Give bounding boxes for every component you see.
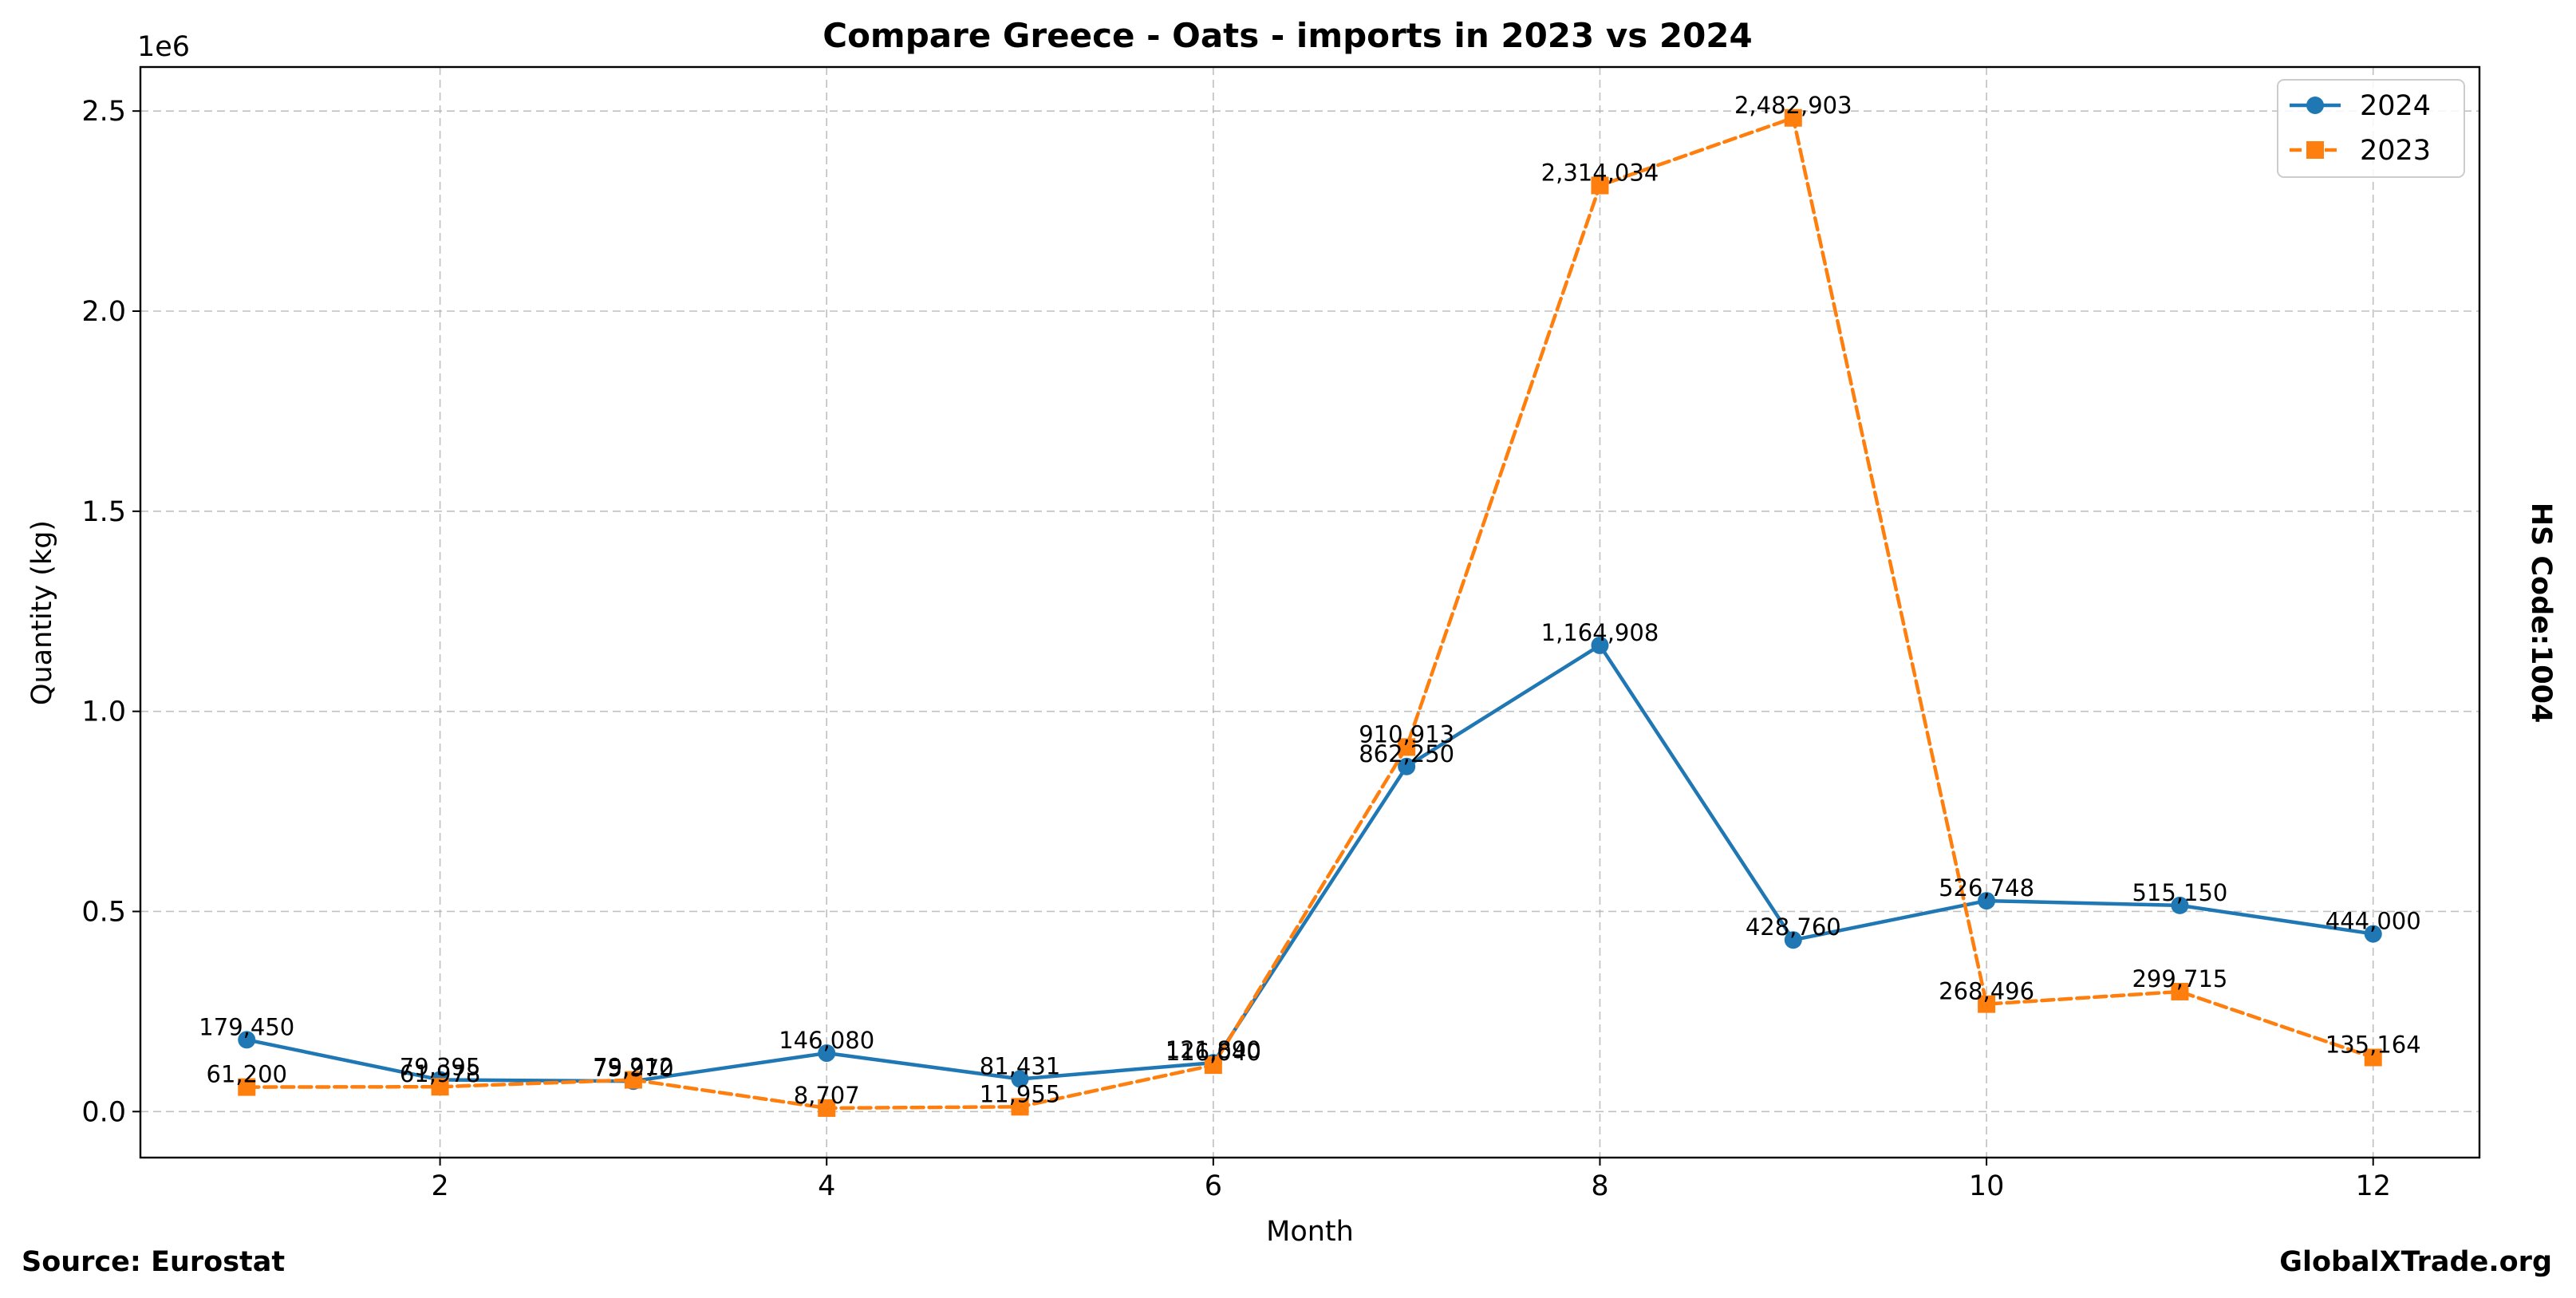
- data-point-2023: [1011, 1098, 1029, 1116]
- data-point-2023: [238, 1078, 256, 1096]
- x-tick-label: 10: [1969, 1170, 2005, 1202]
- data-point-2023: [431, 1078, 449, 1096]
- data-label-2024: 444,000: [2326, 908, 2421, 935]
- data-labels: 179,450 79,395 75,970 146,080 81,431 121,890 8…: [199, 92, 2420, 1109]
- legend: 2024 2023: [2277, 79, 2465, 178]
- data-label-2024: 146,080: [779, 1027, 874, 1054]
- y-tick-label: 2.0: [81, 296, 126, 328]
- y-tick-label: 1.0: [81, 696, 126, 728]
- series-line-2023: [245, 116, 2375, 1111]
- x-tick-label: 4: [818, 1170, 835, 1202]
- data-label-2024: 515,150: [2132, 879, 2227, 906]
- data-label-2023: 116,040: [1166, 1039, 1261, 1066]
- data-label-2024: 428,760: [1746, 913, 1841, 941]
- hs-code-label: HS Code:1004: [2525, 503, 2557, 724]
- data-label-2023: 2,314,034: [1541, 159, 1659, 186]
- data-point-2024: [1591, 636, 1609, 654]
- x-axis-label: Month: [1266, 1216, 1354, 1248]
- data-point-2023: [1784, 108, 1802, 127]
- data-point-2024: [2364, 925, 2382, 943]
- axes: 2 4 6 8 10 12 0.0 0.5 1.0 1.5 2.0 2.5: [81, 96, 2391, 1202]
- legend-label-2024: 2024: [2360, 90, 2431, 122]
- x-tick-label: 2: [431, 1170, 448, 1202]
- data-point-2023: [1398, 738, 1416, 756]
- data-point-2024: [2171, 896, 2189, 914]
- legend-item-2024: 2024: [2290, 90, 2431, 122]
- x-tick-label: 6: [1205, 1170, 1222, 1202]
- data-point-2023: [624, 1071, 642, 1089]
- data-point-2023: [2364, 1048, 2382, 1067]
- data-point-2023: [1591, 176, 1609, 195]
- chart-title: Compare Greece - Oats - imports in 2023 …: [823, 16, 1753, 55]
- data-point-2024: [1398, 757, 1416, 775]
- legend-marker-2024: [2306, 97, 2324, 114]
- data-label-2023: 910,913: [1359, 720, 1454, 748]
- data-label-2023: 61,978: [400, 1060, 480, 1087]
- data-label-2023: 79,212: [593, 1054, 673, 1081]
- data-point-2023: [1978, 995, 1996, 1013]
- data-label-2024: 75,970: [593, 1055, 673, 1082]
- data-label-2023: 268,496: [1939, 978, 2034, 1005]
- data-label-2023: 61,200: [207, 1061, 287, 1088]
- data-label-2024: 79,395: [400, 1053, 480, 1080]
- data-label-2023: 2,482,903: [1734, 92, 1852, 119]
- series-2024: [238, 636, 2382, 1091]
- data-point-2024: [818, 1044, 836, 1063]
- source-label: Source: Eurostat: [22, 1246, 285, 1278]
- data-label-2023: 299,715: [2132, 965, 2227, 992]
- legend-item-2023: 2023: [2290, 135, 2431, 167]
- y-tick-label: 0.0: [81, 1096, 126, 1128]
- legend-label-2023: 2023: [2360, 135, 2431, 167]
- data-label-2023: 11,955: [980, 1080, 1060, 1107]
- data-label-2024: 179,450: [199, 1013, 294, 1040]
- x-tick-label: 8: [1591, 1170, 1608, 1202]
- data-label-2024: 526,748: [1939, 874, 2034, 901]
- y-tick-label: 2.5: [81, 96, 126, 128]
- y-axis-label: Quantity (kg): [26, 520, 58, 705]
- x-tick-label: 12: [2355, 1170, 2391, 1202]
- data-label-2023: 8,707: [794, 1082, 860, 1109]
- data-label-2024: 121,890: [1166, 1036, 1261, 1063]
- data-point-2023: [818, 1099, 836, 1117]
- data-label-2023: 135,164: [2326, 1032, 2421, 1059]
- data-point-2023: [1204, 1056, 1222, 1075]
- series-2023: [238, 108, 2382, 1117]
- data-label-2024: 81,431: [980, 1052, 1060, 1079]
- data-point-2024: [1978, 892, 1996, 910]
- series-layer: [238, 108, 2382, 1117]
- plot-area: [139, 65, 2481, 1159]
- data-label-2024: 862,250: [1359, 740, 1454, 767]
- data-point-2023: [2171, 982, 2189, 1000]
- y-offset-text: 1e6: [137, 31, 190, 63]
- data-point-2024: [238, 1031, 256, 1049]
- data-point-2024: [1011, 1070, 1029, 1088]
- y-tick-label: 0.5: [81, 896, 126, 928]
- data-point-2024: [1784, 931, 1802, 949]
- legend-marker-2023: [2306, 141, 2324, 159]
- brand-label: GlobalXTrade.org: [2279, 1246, 2552, 1278]
- data-label-2024: 1,164,908: [1541, 619, 1659, 646]
- y-tick-label: 1.5: [81, 496, 126, 528]
